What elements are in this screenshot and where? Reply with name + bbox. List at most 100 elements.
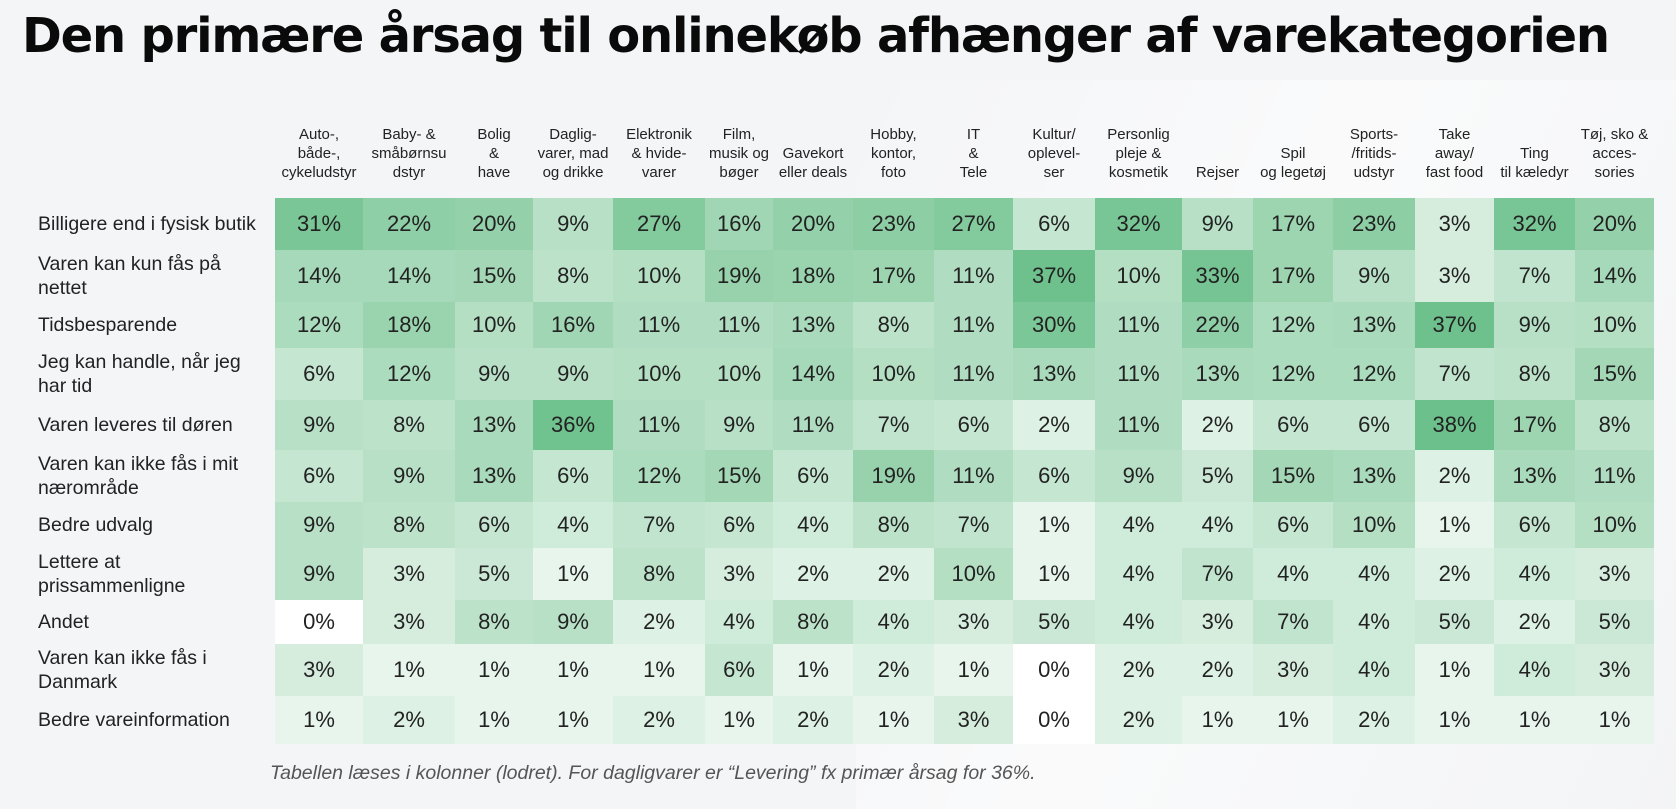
heatmap-cell: [455, 450, 533, 502]
heatmap-cell: [705, 600, 773, 644]
cell-value: 1%: [478, 707, 510, 732]
heatmap-cell: [1013, 198, 1095, 250]
heatmap-cell: [1415, 302, 1494, 348]
cell-value: 32%: [1116, 211, 1161, 236]
column-header: Auto-, både-, cykeludstyr: [281, 126, 357, 181]
cell-value: 31%: [296, 211, 342, 236]
heatmap-cell: [705, 450, 773, 502]
heatmap-cell: [705, 696, 773, 744]
heatmap-cell: [705, 348, 773, 400]
heatmap-cell: [1013, 502, 1095, 548]
column-header: Bolig & have: [477, 126, 511, 181]
heatmap-cell: [363, 502, 455, 548]
cell-value: 1%: [877, 707, 910, 732]
cell-value: 23%: [871, 211, 916, 236]
heatmap-cell: [455, 548, 533, 600]
cell-value: 11%: [952, 312, 995, 337]
heatmap-cell: [275, 198, 363, 250]
heatmap-cell: [1575, 548, 1654, 600]
heatmap-cell: [275, 400, 363, 450]
heatmap-cell: [1494, 450, 1575, 502]
heatmap-cell: [533, 348, 613, 400]
cell-value: 10%: [636, 263, 682, 288]
cell-value: 8%: [478, 609, 510, 634]
heatmap-cell: [853, 600, 934, 644]
heatmap-cell: [1415, 548, 1494, 600]
heatmap-cell: [1253, 600, 1333, 644]
cell-value: 8%: [877, 512, 910, 537]
heatmap-cell: [1575, 198, 1654, 250]
cell-value: 1%: [1038, 561, 1070, 586]
cell-value: 6%: [303, 463, 335, 488]
heatmap-cell: [1494, 696, 1575, 744]
cell-value: 4%: [1518, 657, 1551, 682]
cell-value: 18%: [790, 263, 836, 288]
cell-value: 2%: [877, 561, 910, 586]
heatmap-cell: [1494, 400, 1575, 450]
heatmap-cell: [1013, 302, 1095, 348]
heatmap-cell: [363, 450, 455, 502]
heatmap-cell: [275, 548, 363, 600]
heatmap-cell: [1182, 348, 1253, 400]
cell-value: 10%: [716, 361, 762, 386]
cell-value: 6%: [557, 463, 589, 488]
heatmap-cell: [1333, 198, 1415, 250]
column-header: Personlig pleje & kosmetik: [1107, 126, 1170, 181]
column-header: Hobby, kontor, foto: [870, 126, 917, 181]
cell-value: 4%: [797, 512, 829, 537]
column-header: Kultur/ oplevel- ser: [1027, 126, 1081, 181]
cell-value: 6%: [1277, 412, 1309, 437]
cell-value: 9%: [478, 361, 510, 386]
heatmap-cell: [1415, 600, 1494, 644]
cell-value: 8%: [797, 609, 829, 634]
cell-value: 5%: [1598, 609, 1631, 634]
heatmap-cell: [455, 348, 533, 400]
column-header: Sports- /fritids- udstyr: [1349, 126, 1399, 181]
heatmap-cell: [705, 644, 773, 696]
heatmap-cell: [1575, 302, 1654, 348]
cell-value: 20%: [1592, 211, 1637, 236]
heatmap-cell: [1494, 198, 1575, 250]
cell-value: 30%: [1031, 312, 1077, 337]
heatmap-cell: [773, 450, 853, 502]
column-header: Ting til kæledyr: [1500, 145, 1569, 181]
heatmap-cell: [1095, 198, 1182, 250]
heatmap-cell: [1013, 600, 1095, 644]
cell-value: 7%: [1438, 361, 1471, 386]
cell-value: 10%: [1592, 512, 1637, 537]
cell-value: 2%: [643, 707, 675, 732]
heatmap-cell: [934, 302, 1013, 348]
heatmap-cell: [773, 250, 853, 302]
heatmap-cell: [1415, 400, 1494, 450]
row-label: Tidsbesparende: [38, 314, 178, 336]
cell-value: 16%: [550, 312, 596, 337]
cell-value: 27%: [951, 211, 996, 236]
heatmap-cell: [853, 302, 934, 348]
row-label: Varen kan kun fås på nettet: [38, 253, 221, 299]
cell-value: 5%: [478, 561, 510, 586]
cell-value: 9%: [723, 412, 755, 437]
heatmap-cell: [533, 250, 613, 302]
cell-value: 7%: [1277, 609, 1309, 634]
heatmap-cell: [934, 600, 1013, 644]
cell-value: 2%: [1038, 412, 1070, 437]
cell-value: 9%: [557, 211, 589, 236]
heatmap-cell: [455, 644, 533, 696]
row-label: Lettere at prissammenligne: [38, 551, 186, 597]
heatmap-cell: [773, 548, 853, 600]
heatmap-cell: [853, 400, 934, 450]
heatmap-cell: [1253, 348, 1333, 400]
cell-value: 15%: [471, 263, 517, 288]
heatmap-cell: [853, 348, 934, 400]
row-label: Bedre udvalg: [38, 514, 153, 536]
cell-value: 8%: [1518, 361, 1551, 386]
heatmap-cell: [455, 696, 533, 744]
heatmap-cell: [613, 400, 705, 450]
cell-value: 2%: [1122, 707, 1155, 732]
cell-value: 4%: [723, 609, 755, 634]
cell-value: 14%: [296, 263, 342, 288]
heatmap-cell: [613, 502, 705, 548]
heatmap-cell: [455, 250, 533, 302]
heatmap-cell: [1182, 600, 1253, 644]
heatmap-cell: [1575, 250, 1654, 302]
